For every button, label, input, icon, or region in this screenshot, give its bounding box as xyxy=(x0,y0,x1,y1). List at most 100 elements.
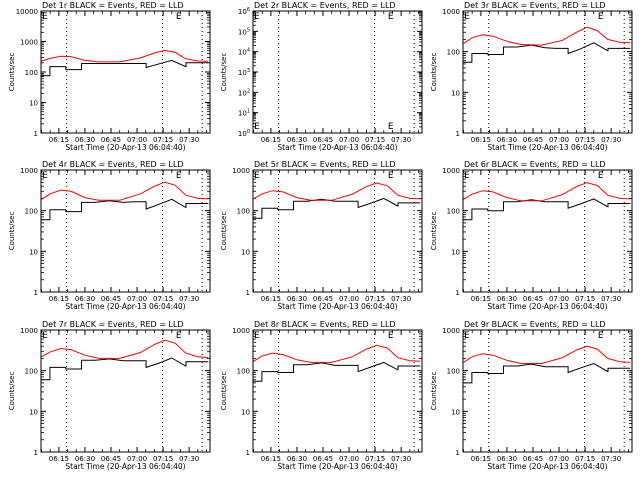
y-tick-label: 1000 xyxy=(20,167,38,175)
x-tick-label: 07:00 xyxy=(127,455,147,463)
x-tick-label: 06:45 xyxy=(101,295,121,303)
events-series-line xyxy=(463,362,631,384)
detector-plot-3: Det 3r BLACK = Events, RED = LLD 1 10 100 10… xyxy=(430,1,633,152)
y-tick-label: 1 xyxy=(34,449,38,457)
y-axis-label: Counts/sec xyxy=(430,53,438,92)
x-tick-label: 07:30 xyxy=(601,295,621,303)
y-tick-label: 1000 xyxy=(20,39,38,47)
y-tick-label: 10000 xyxy=(16,8,38,16)
y-tick-label: 1000 xyxy=(442,8,460,16)
x-tick-label: 07:15 xyxy=(365,136,385,144)
event-marker: E xyxy=(42,331,48,341)
x-axis-label: Start Time (20-Apr-13 06:04:40) xyxy=(277,462,397,471)
event-marker: E xyxy=(176,171,182,181)
y-tick-label: 104 xyxy=(238,48,250,57)
x-tick-label: 06:45 xyxy=(313,295,333,303)
x-tick-label: 06:45 xyxy=(523,455,543,463)
x-tick-label: 06:45 xyxy=(523,136,543,144)
x-tick-label: 07:15 xyxy=(365,295,385,303)
x-tick-label: 07:30 xyxy=(601,136,621,144)
y-tick-label: 100 xyxy=(447,49,460,57)
events-series-line xyxy=(463,198,631,221)
x-tick-label: 07:15 xyxy=(153,455,173,463)
x-tick-label: 07:00 xyxy=(549,295,569,303)
y-tick-label: 10 xyxy=(29,248,38,256)
plot-frame xyxy=(252,169,423,293)
x-axis-label: Start Time (20-Apr-13 06:04:40) xyxy=(65,462,185,471)
x-tick-label: 06:15 xyxy=(49,295,69,303)
x-tick-label: 06:30 xyxy=(287,455,307,463)
event-marker: E xyxy=(254,331,260,341)
y-tick-label: 102 xyxy=(238,88,250,97)
y-tick-label: 1000 xyxy=(442,167,460,175)
plot-title: Det 1r BLACK = Events, RED = LLD xyxy=(42,1,184,10)
x-tick-label: 07:00 xyxy=(339,136,359,144)
y-tick-label: 10 xyxy=(241,248,250,256)
x-tick-label: 06:15 xyxy=(49,136,69,144)
event-marker: E xyxy=(388,331,394,341)
detector-plot-8: Det 8r BLACK = Events, RED = LLD 1 10 100 10… xyxy=(220,320,423,471)
y-tick-label: 10 xyxy=(29,100,38,108)
x-tick-label: 07:30 xyxy=(179,136,199,144)
x-tick-label: 07:30 xyxy=(391,295,411,303)
y-tick-label: 10 xyxy=(451,248,460,256)
plot-frame xyxy=(252,329,423,453)
y-axis-label: Counts/sec xyxy=(430,372,438,411)
y-axis-label: Counts/sec xyxy=(430,212,438,251)
events-series-line xyxy=(463,42,631,63)
y-tick-label: 100 xyxy=(237,368,250,376)
event-marker: E xyxy=(254,122,260,132)
events-series-line xyxy=(253,197,421,219)
event-marker: E xyxy=(464,12,470,22)
y-tick-label: 106 xyxy=(238,7,250,16)
x-tick-label: 06:30 xyxy=(497,136,517,144)
plot-frame xyxy=(462,10,633,134)
y-tick-label: 100 xyxy=(238,129,250,138)
y-tick-label: 100 xyxy=(447,208,460,216)
y-axis-label: Counts/sec xyxy=(8,53,16,92)
x-axis-label: Start Time (20-Apr-13 06:04:40) xyxy=(65,143,185,152)
event-marker: E xyxy=(42,12,48,22)
lld-series-line xyxy=(41,181,209,201)
x-tick-label: 07:00 xyxy=(549,455,569,463)
plot-title: Det 2r BLACK = Events, RED = LLD xyxy=(254,1,396,10)
lld-series-line xyxy=(463,345,631,364)
x-tick-label: 07:30 xyxy=(391,455,411,463)
x-tick-label: 06:45 xyxy=(523,295,543,303)
y-tick-label: 100 xyxy=(25,368,38,376)
event-marker: E xyxy=(176,331,182,341)
y-tick-label: 1000 xyxy=(20,327,38,335)
x-tick-label: 06:30 xyxy=(497,455,517,463)
event-marker: E xyxy=(598,331,604,341)
x-tick-label: 06:15 xyxy=(261,295,281,303)
event-marker: E xyxy=(176,12,182,22)
x-tick-label: 06:45 xyxy=(101,136,121,144)
y-tick-label: 100 xyxy=(25,208,38,216)
x-tick-label: 07:30 xyxy=(179,455,199,463)
y-tick-label: 10 xyxy=(29,408,38,416)
y-axis-label: Counts/sec xyxy=(8,372,16,411)
x-tick-label: 07:00 xyxy=(127,136,147,144)
x-tick-label: 06:30 xyxy=(497,295,517,303)
y-tick-label: 1000 xyxy=(232,167,250,175)
y-axis-label: Counts/sec xyxy=(220,212,228,251)
x-tick-label: 06:15 xyxy=(471,455,491,463)
plot-title: Det 3r BLACK = Events, RED = LLD xyxy=(464,1,606,10)
x-tick-label: 06:30 xyxy=(75,455,95,463)
y-tick-label: 10 xyxy=(451,89,460,97)
x-axis-label: Start Time (20-Apr-13 06:04:40) xyxy=(65,302,185,311)
detector-plot-2: Det 2r BLACK = Events, RED = LLD 100 101 10… xyxy=(220,1,423,152)
detector-plot-1: Det 1r BLACK = Events, RED = LLD 1 10 100 10… xyxy=(8,1,211,152)
x-tick-label: 06:15 xyxy=(471,136,491,144)
plot-title: Det 6r BLACK = Events, RED = LLD xyxy=(464,160,606,169)
x-tick-label: 06:45 xyxy=(101,455,121,463)
y-tick-label: 1 xyxy=(456,289,460,297)
x-axis-label: Start Time (20-Apr-13 06:04:40) xyxy=(277,143,397,152)
x-tick-label: 07:15 xyxy=(575,295,595,303)
events-series-line xyxy=(41,198,209,221)
events-series-line xyxy=(253,361,421,382)
y-tick-label: 1 xyxy=(34,289,38,297)
lld-series-line xyxy=(253,344,421,363)
detector-plot-7: Det 7r BLACK = Events, RED = LLD 1 10 100 10… xyxy=(8,320,211,471)
x-axis-label: Start Time (20-Apr-13 06:04:40) xyxy=(277,302,397,311)
